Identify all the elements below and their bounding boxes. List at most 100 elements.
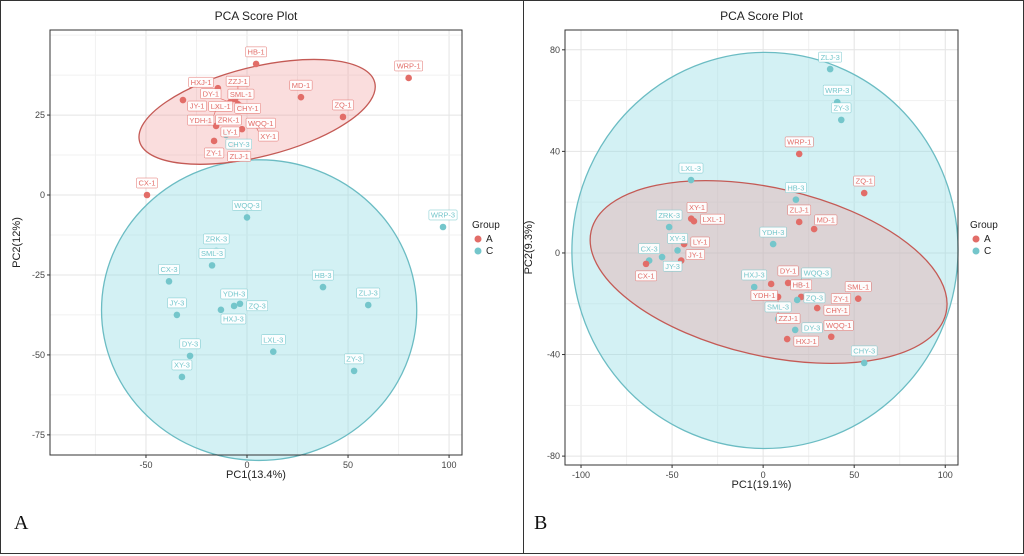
point-label-text: ZRK-3 bbox=[205, 235, 227, 244]
point-label-text: XY-1 bbox=[260, 132, 276, 141]
point-label-text: HXJ-3 bbox=[744, 271, 765, 280]
point-label: LXL-3 bbox=[678, 162, 704, 174]
y-tick-label: 0 bbox=[40, 190, 45, 200]
x-tick-label: -100 bbox=[572, 470, 590, 480]
y-tick-label: 0 bbox=[555, 248, 560, 258]
data-point bbox=[238, 125, 246, 133]
point-label-box bbox=[801, 322, 823, 334]
legend-marker-c bbox=[972, 247, 980, 255]
point-label: WQQ-1 bbox=[823, 320, 854, 331]
point-label: HB-3 bbox=[785, 182, 807, 193]
point-label: CHY-3 bbox=[225, 138, 252, 150]
data-point bbox=[795, 218, 803, 226]
point-label: XY-1 bbox=[257, 130, 279, 142]
point-label: ZLJ-3 bbox=[818, 51, 842, 63]
point-label-text: LXL-1 bbox=[211, 102, 231, 111]
point-label-text: CHY-3 bbox=[853, 347, 875, 356]
point-label: HXJ-3 bbox=[741, 269, 767, 281]
point-label: ZQ-3 bbox=[803, 292, 826, 304]
point-label: LXL-1 bbox=[700, 213, 725, 225]
point-label-box bbox=[232, 200, 262, 211]
point-label-box bbox=[289, 79, 313, 91]
point-label: ZLJ-1 bbox=[227, 151, 252, 162]
point-label-box bbox=[793, 335, 819, 347]
point-label: YDH-1 bbox=[187, 114, 215, 126]
point-label: WRP-1 bbox=[394, 60, 423, 72]
data-point bbox=[783, 335, 791, 343]
plot-border bbox=[49, 29, 463, 456]
point-label-box bbox=[198, 248, 226, 259]
point-label-text: ZLJ-1 bbox=[790, 206, 809, 215]
point-label-text: ZY-1 bbox=[206, 149, 222, 158]
point-label: LXL-3 bbox=[261, 334, 286, 345]
data-point bbox=[173, 311, 181, 319]
point-label: ZQ-1 bbox=[332, 99, 354, 111]
point-label-text: LXL-3 bbox=[681, 164, 701, 173]
x-tick-label: 50 bbox=[343, 460, 353, 470]
point-label-box bbox=[764, 301, 792, 313]
point-label: WRP-3 bbox=[822, 84, 852, 96]
chart-a: LXL-1 ZRK-1 LY-1 SML-1 YDH-1 WQQ-1 CHY-3 CHY-1 D… bbox=[11, 9, 500, 481]
point-label-box bbox=[803, 292, 826, 304]
point-label-box bbox=[662, 260, 683, 272]
point-label: XY-1 bbox=[686, 202, 708, 213]
y-tick-label: -25 bbox=[32, 270, 45, 280]
point-label: DY-1 bbox=[200, 88, 222, 100]
point-label-text: CHY-3 bbox=[228, 140, 250, 149]
point-label: WRP-1 bbox=[784, 136, 814, 148]
point-label-box bbox=[801, 267, 832, 279]
point-label-box bbox=[187, 114, 215, 126]
data-point bbox=[826, 65, 834, 73]
point-label-box bbox=[823, 304, 851, 316]
point-label-box bbox=[187, 100, 207, 112]
x-tick-label: 100 bbox=[938, 470, 953, 480]
point-label-box bbox=[215, 114, 242, 126]
y-tick-label: -50 bbox=[32, 350, 45, 360]
point-label-text: XY-1 bbox=[689, 203, 705, 212]
point-label-box bbox=[158, 264, 180, 275]
point-label: DY-3 bbox=[801, 322, 823, 334]
point-label: YDH-1 bbox=[750, 289, 778, 301]
data-point bbox=[243, 214, 251, 221]
point-label-text: ZQ-1 bbox=[856, 177, 873, 186]
point-label: DY-1 bbox=[777, 265, 799, 277]
point-label: ZZJ-1 bbox=[225, 75, 250, 87]
point-label: HB-3 bbox=[312, 269, 334, 281]
point-label-text: DY-1 bbox=[780, 267, 796, 276]
point-label: HB-1 bbox=[245, 46, 267, 58]
legend: Group AC bbox=[472, 220, 500, 257]
point-label-text: ZY-3 bbox=[346, 355, 362, 364]
point-label-box bbox=[823, 320, 854, 331]
legend-title: Group bbox=[472, 220, 500, 231]
legend-label-a: A bbox=[984, 234, 991, 245]
point-label-box bbox=[167, 297, 187, 309]
point-label-text: DY-1 bbox=[203, 89, 219, 98]
point-label-text: SML-3 bbox=[201, 249, 223, 258]
point-label-box bbox=[777, 265, 799, 277]
point-label-box bbox=[685, 249, 705, 260]
legend-label-c: C bbox=[984, 246, 991, 257]
point-label: SML-1 bbox=[227, 88, 255, 100]
point-label: CHY-1 bbox=[234, 103, 261, 114]
point-label-box bbox=[638, 243, 660, 254]
x-tick-label: 0 bbox=[761, 470, 766, 480]
point-label-text: HB-3 bbox=[787, 183, 804, 192]
point-label: MD-1 bbox=[814, 214, 838, 226]
point-label: CX-1 bbox=[136, 177, 158, 189]
point-label: CHY-3 bbox=[851, 345, 878, 357]
point-label: ZZJ-1 bbox=[776, 313, 801, 324]
plot-border bbox=[564, 29, 959, 466]
point-label-box bbox=[790, 279, 812, 291]
legend-title: Group bbox=[970, 220, 998, 231]
point-label-box bbox=[261, 334, 286, 345]
point-label-text: JY-1 bbox=[190, 102, 205, 111]
legend: Group AC bbox=[970, 220, 998, 257]
data-point bbox=[297, 93, 305, 101]
point-label-text: WRP-3 bbox=[825, 86, 849, 95]
point-label-box bbox=[700, 213, 725, 225]
data-point bbox=[236, 300, 244, 308]
point-label-text: ZLJ-3 bbox=[821, 53, 840, 62]
point-label-text: SML-1 bbox=[847, 282, 869, 291]
point-label-box bbox=[830, 293, 852, 304]
data-point bbox=[784, 279, 792, 287]
